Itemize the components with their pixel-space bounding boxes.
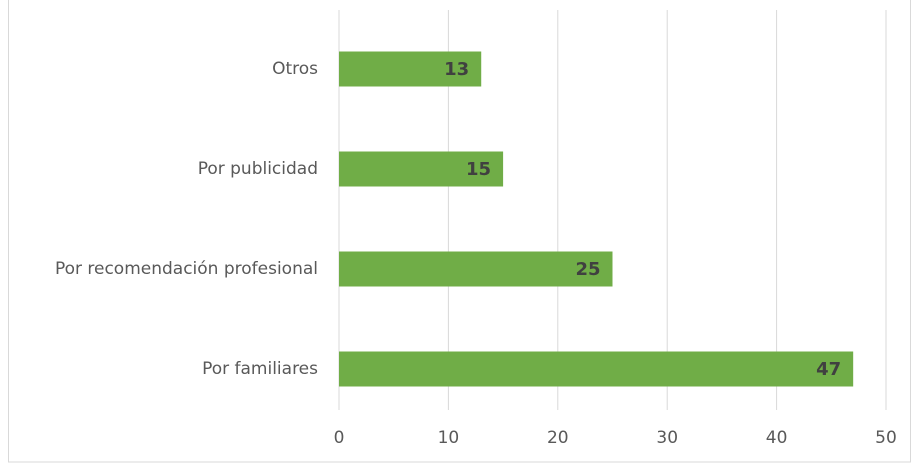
data-label: 15 <box>466 159 491 180</box>
bar <box>339 351 854 387</box>
data-label: 47 <box>816 359 841 380</box>
data-label: 13 <box>444 59 469 80</box>
y-tick-label: Otros <box>272 59 318 79</box>
y-tick-label: Por recomendación profesional <box>55 259 318 279</box>
x-tick-label: 0 <box>334 428 345 448</box>
x-tick-label: 10 <box>438 428 460 448</box>
x-tick-label: 50 <box>875 428 897 448</box>
data-label: 25 <box>575 259 600 280</box>
bar <box>339 151 504 187</box>
y-tick-label: Por familiares <box>202 359 318 379</box>
x-tick-label: 30 <box>656 428 678 448</box>
bar <box>339 51 482 87</box>
y-tick-label: Por publicidad <box>198 159 318 179</box>
bar <box>339 251 613 287</box>
x-tick-label: 20 <box>547 428 569 448</box>
x-tick-label: 40 <box>766 428 788 448</box>
